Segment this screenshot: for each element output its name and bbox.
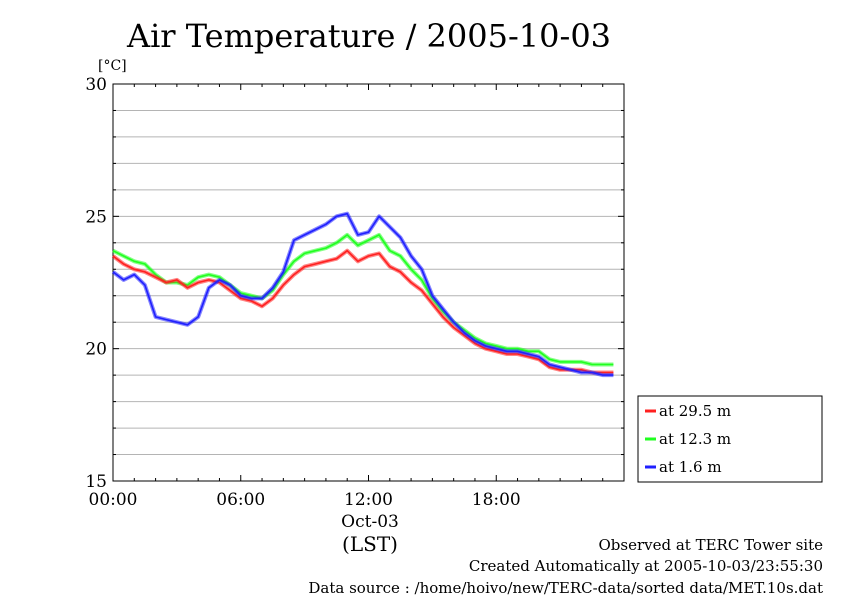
legend-label: at 12.3 m: [659, 430, 731, 448]
legend-label: at 1.6 m: [659, 458, 722, 476]
y-axis-unit: [°C]: [98, 58, 127, 74]
footer-source: Data source : /home/hoivo/new/TERC-data/…: [308, 579, 823, 595]
series-line: [112, 212, 614, 376]
y-tick-labels: 15 20 25 30: [85, 75, 107, 492]
series-lines: [111, 211, 614, 378]
x-tick-label: 06:00: [216, 490, 265, 510]
x-axis-label: (LST): [342, 532, 398, 556]
legend-box: [637, 395, 823, 483]
footer-created: Created Automatically at 2005-10-03/23:5…: [469, 557, 823, 575]
legend-label: at 29.5 m: [659, 402, 731, 420]
legend: at 29.5 m at 12.3 m at 1.6 m: [637, 395, 823, 483]
footer-observed: Observed at TERC Tower site: [598, 536, 823, 554]
x-tick-label: 18:00: [472, 490, 521, 510]
axis-ticks: [112, 83, 625, 482]
series-line-halo: [112, 232, 614, 367]
gridlines: [113, 109, 624, 456]
x-tick-label: 12:00: [344, 490, 393, 510]
chart-title: Air Temperature / 2005-10-03: [126, 17, 611, 55]
y-tick-label: 15: [85, 472, 107, 492]
y-tick-label: 20: [85, 340, 107, 360]
date-label: Oct-03: [341, 512, 399, 532]
series-line: [112, 234, 614, 366]
series-line: [112, 249, 614, 374]
x-tick-label: 00:00: [89, 490, 138, 510]
legend-items: at 29.5 m at 12.3 m at 1.6 m: [645, 402, 731, 476]
y-tick-label: 30: [85, 75, 107, 95]
x-tick-labels: 00:00 06:00 12:00 18:00: [89, 490, 521, 510]
y-tick-label: 25: [85, 207, 107, 227]
